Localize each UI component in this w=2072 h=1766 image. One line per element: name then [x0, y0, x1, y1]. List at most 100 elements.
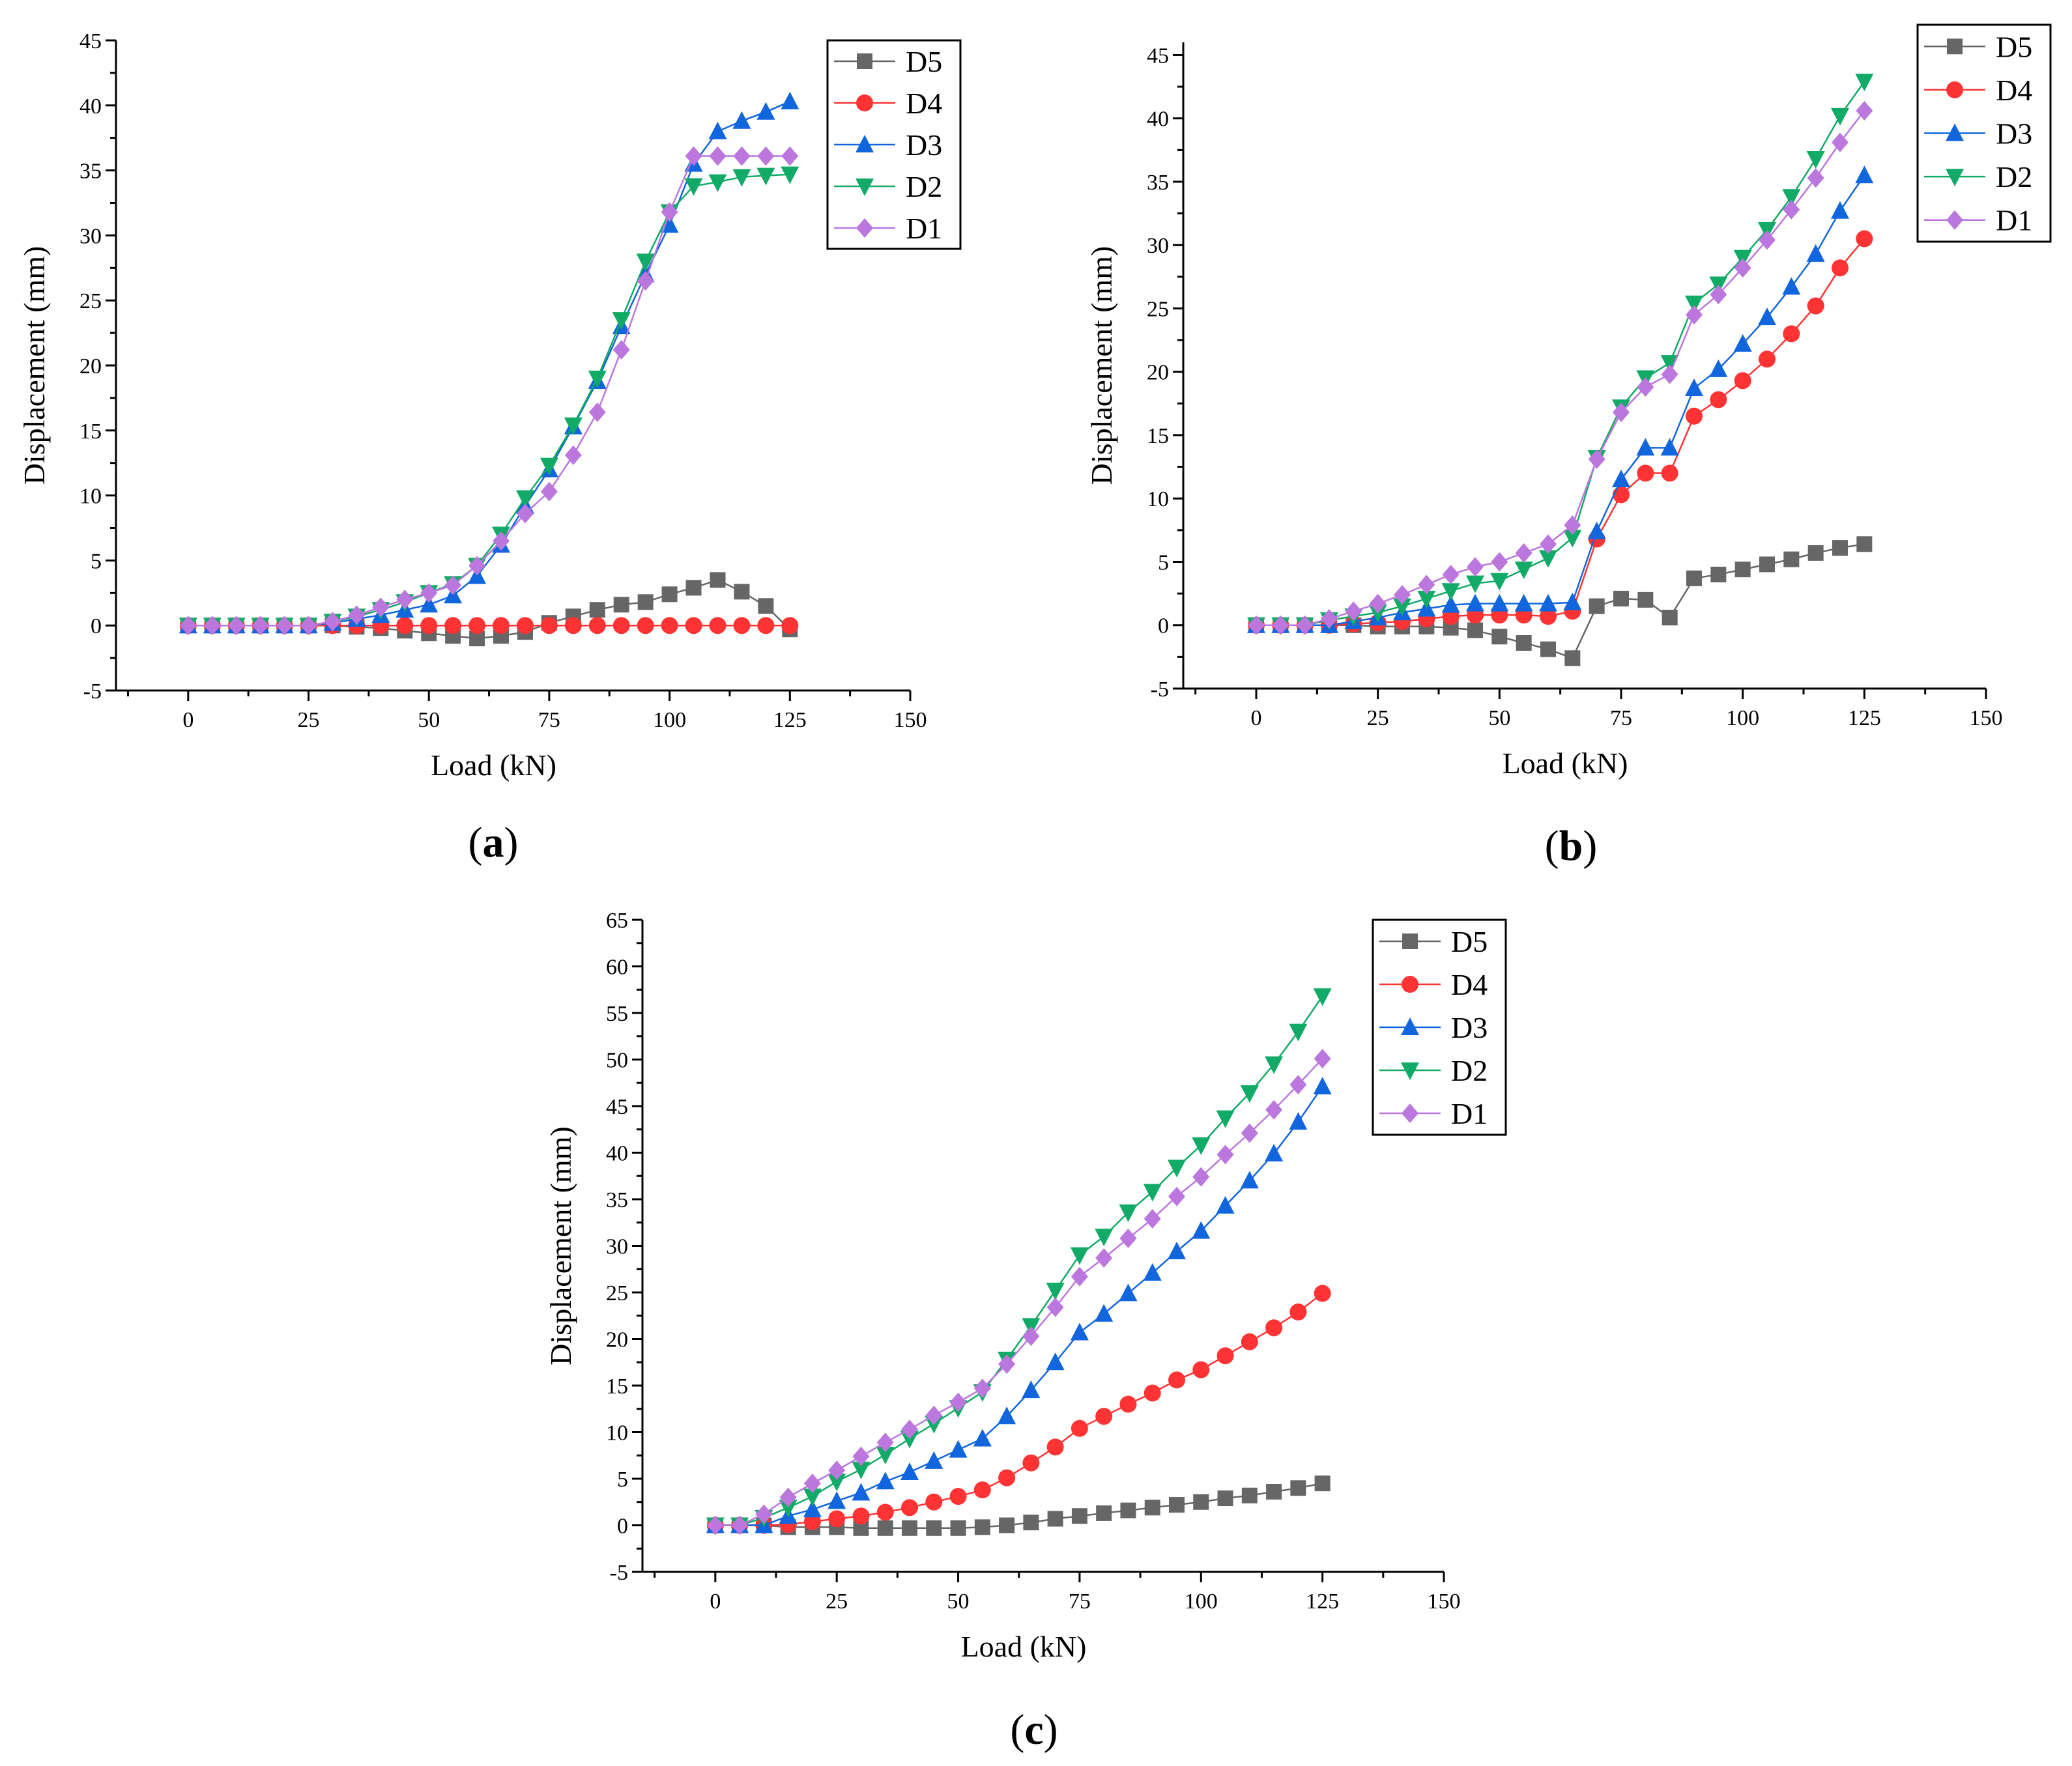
data-point: [1637, 377, 1654, 397]
data-point: [1514, 593, 1533, 612]
legend-marker: [856, 135, 874, 152]
data-point: [1637, 591, 1654, 608]
data-point: [781, 617, 799, 634]
data-point: [420, 617, 438, 634]
data-point: [493, 531, 510, 551]
data-point: [685, 146, 702, 166]
data-point: [803, 1500, 822, 1518]
data-point: [1144, 1500, 1160, 1516]
data-point: [661, 617, 678, 634]
data-point: [1289, 1112, 1308, 1130]
data-point: [540, 481, 558, 502]
data-point: [1169, 1497, 1185, 1513]
legend-marker: [857, 53, 872, 69]
data-point: [564, 417, 583, 435]
series-line: [188, 173, 790, 627]
data-point: [1265, 1143, 1284, 1161]
series-d4: [1248, 230, 1873, 634]
data-point: [758, 598, 774, 614]
data-point: [1240, 1085, 1259, 1103]
y-tick-label: 30: [606, 1235, 628, 1259]
data-point: [803, 1513, 821, 1530]
legend-item-d2: D2: [1379, 1054, 1488, 1087]
legend: D5 D4 D3 D2 D1: [826, 39, 962, 250]
data-point: [1759, 230, 1776, 250]
data-point: [708, 174, 727, 192]
y-tick-label: -5: [83, 679, 102, 704]
data-point: [1660, 438, 1679, 456]
series-d2: [706, 988, 1332, 1535]
data-point: [1046, 1352, 1065, 1371]
x-tick-label: 125: [773, 708, 807, 732]
data-point: [1441, 583, 1460, 601]
data-point: [949, 1440, 968, 1458]
data-point: [1613, 402, 1630, 422]
legend-label: D1: [1996, 204, 2032, 237]
data-point: [1806, 244, 1825, 262]
data-point: [1314, 1475, 1331, 1492]
data-point: [757, 146, 775, 166]
y-axis-title: Displacement (mm): [18, 246, 51, 485]
y-axis-title: Displacement (mm): [1085, 246, 1118, 485]
data-point: [1661, 464, 1678, 482]
legend-item-d4: D4: [1379, 968, 1488, 1001]
data-point: [300, 616, 317, 636]
data-point: [1071, 1508, 1087, 1524]
data-point: [1023, 1515, 1039, 1531]
data-point: [781, 146, 799, 166]
data-point: [1855, 74, 1874, 92]
data-point: [1192, 1361, 1210, 1378]
legend-label: D4: [1996, 74, 2032, 107]
legend-label: D3: [1451, 1011, 1488, 1044]
data-point: [732, 169, 751, 187]
data-point: [1515, 543, 1532, 563]
y-tick-label: 40: [79, 94, 102, 119]
series-line: [715, 1058, 1323, 1526]
data-point: [1418, 575, 1435, 595]
data-point: [828, 1510, 846, 1528]
legend-item-d1: D1: [834, 212, 942, 245]
x-tick-label: 75: [1610, 706, 1632, 730]
data-point: [348, 605, 366, 625]
data-point: [1686, 570, 1702, 586]
data-point: [1612, 470, 1630, 488]
data-point: [1345, 601, 1362, 621]
data-point: [1759, 556, 1775, 573]
legend-label: D1: [1451, 1097, 1488, 1130]
y-tick-label: 15: [1147, 424, 1169, 448]
data-point: [1417, 590, 1436, 608]
data-point: [564, 445, 582, 465]
data-point: [1119, 1229, 1137, 1249]
data-point: [396, 617, 414, 634]
data-point: [1241, 1333, 1258, 1350]
series-d4: [706, 1285, 1331, 1534]
y-tick-label: 25: [1147, 297, 1169, 321]
data-point: [1168, 1371, 1185, 1389]
data-point: [444, 617, 462, 634]
data-point: [685, 617, 702, 634]
data-point: [1265, 1100, 1283, 1120]
data-point: [876, 1472, 895, 1490]
data-point: [612, 340, 630, 360]
y-tick-label: 60: [606, 956, 628, 980]
data-point: [1394, 585, 1411, 605]
panel-caption: (c): [1010, 1706, 1058, 1754]
data-point: [757, 617, 775, 634]
data-point: [1143, 1184, 1162, 1202]
series-d5: [180, 572, 798, 647]
data-point: [1734, 372, 1751, 390]
legend-label: D2: [906, 170, 942, 203]
data-point: [396, 590, 414, 610]
legend-marker: [1402, 933, 1418, 949]
data-point: [1266, 1484, 1282, 1500]
legend-item-d2: D2: [1924, 160, 2032, 193]
data-point: [1071, 1419, 1088, 1437]
y-tick-label: 30: [79, 224, 102, 248]
data-point: [1119, 1395, 1137, 1413]
data-point: [998, 1406, 1016, 1425]
data-point: [781, 166, 799, 184]
data-point: [1022, 1326, 1040, 1346]
data-point: [1734, 258, 1751, 278]
data-point: [1662, 610, 1678, 626]
